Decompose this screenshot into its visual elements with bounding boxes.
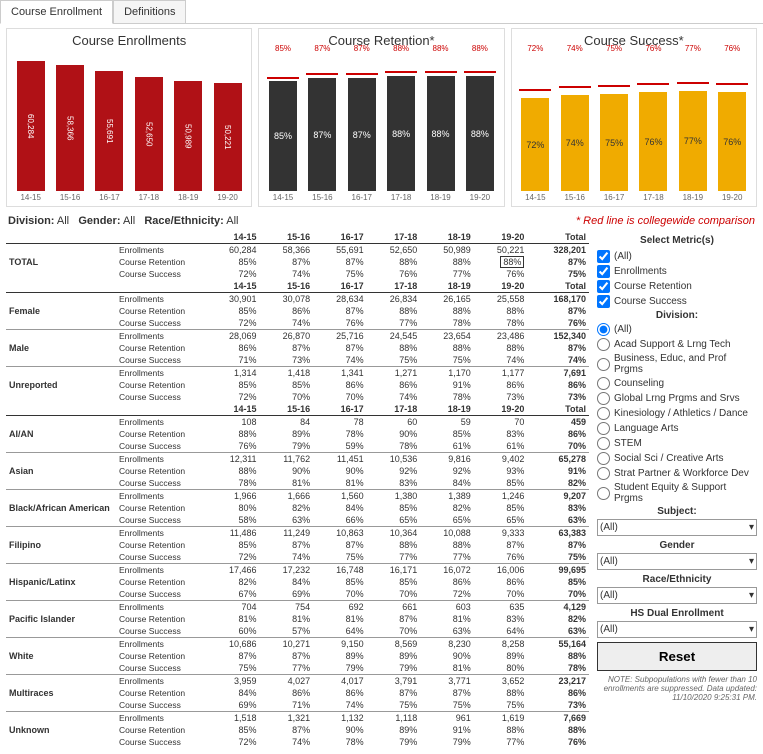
division-option-label: Acad Support & Lrng Tech — [614, 339, 731, 350]
metric-label: (All) — [614, 251, 632, 262]
race-value: All — [226, 215, 238, 227]
sidebar: Select Metric(s) (All) Enrollments Course … — [597, 231, 757, 748]
chart-retention: Course Retention* 85%85%14-1587%87%15-16… — [258, 28, 504, 207]
metric-checkbox[interactable] — [597, 295, 610, 308]
gender-value: All — [123, 215, 135, 227]
hs-dual-label: HS Dual Enrollment — [597, 608, 757, 619]
race-select[interactable]: (All)▾ — [597, 587, 757, 604]
race-label: Race/Ethnicity: — [144, 215, 223, 227]
redline-note: * Red line is collegewide comparison — [576, 215, 755, 227]
metric-checkbox[interactable] — [597, 280, 610, 293]
division-radio[interactable] — [597, 437, 610, 450]
division-option-label: Counseling — [614, 378, 664, 389]
division-option-label: Kinesiology / Athletics / Dance — [614, 408, 748, 419]
division-option-label: Business, Educ, and Prof Prgms — [614, 353, 757, 375]
division-radio[interactable] — [597, 452, 610, 465]
metrics-title: Select Metric(s) — [597, 235, 757, 246]
subject-label: Subject: — [597, 506, 757, 517]
data-table-area: 14-1515-1616-1717-1818-1919-20TotalEnrol… — [6, 231, 589, 748]
chart-success: Course Success* 72%72%14-1574%74%15-1675… — [511, 28, 757, 207]
metric-checkbox[interactable] — [597, 265, 610, 278]
division-option-label: Global Lrng Prgms and Srvs — [614, 393, 740, 404]
division-option-label: Student Equity & Support Prgms — [614, 482, 757, 504]
division-value: All — [57, 215, 69, 227]
gender-select[interactable]: (All)▾ — [597, 553, 757, 570]
division-option-label: Strat Partner & Workforce Dev — [614, 468, 749, 479]
tab-definitions[interactable]: Definitions — [113, 0, 186, 23]
chevron-down-icon: ▾ — [749, 624, 754, 635]
division-radio[interactable] — [597, 377, 610, 390]
charts-row: Course Enrollments 60,28414-1558,36615-1… — [0, 24, 763, 211]
metric-checkbox[interactable] — [597, 250, 610, 263]
division-option-label: Social Sci / Creative Arts — [614, 453, 723, 464]
division-label: Division: — [8, 215, 54, 227]
chart-enrollments: Course Enrollments 60,28414-1558,36615-1… — [6, 28, 252, 207]
gender-filter-label: Gender — [597, 540, 757, 551]
data-table: 14-1515-1616-1717-1818-1919-20TotalEnrol… — [6, 231, 589, 748]
filter-summary: Division: All Gender: All Race/Ethnicity… — [0, 211, 763, 231]
division-option-label: (All) — [614, 324, 632, 335]
division-radio[interactable] — [597, 358, 610, 371]
division-option-label: Language Arts — [614, 423, 679, 434]
chevron-down-icon: ▾ — [749, 522, 754, 533]
division-option-label: STEM — [614, 438, 642, 449]
chevron-down-icon: ▾ — [749, 556, 754, 567]
metric-label: Enrollments — [614, 266, 667, 277]
division-radio[interactable] — [597, 407, 610, 420]
hs-dual-select[interactable]: (All)▾ — [597, 621, 757, 638]
tab-course-enrollment[interactable]: Course Enrollment — [0, 0, 113, 24]
chevron-down-icon: ▾ — [749, 590, 754, 601]
reset-button[interactable]: Reset — [597, 642, 757, 671]
tabs: Course Enrollment Definitions — [0, 0, 763, 24]
division-radio[interactable] — [597, 338, 610, 351]
subject-select[interactable]: (All)▾ — [597, 519, 757, 536]
division-radio[interactable] — [597, 467, 610, 480]
chart-enrollments-title: Course Enrollments — [11, 33, 247, 48]
division-radio[interactable] — [597, 323, 610, 336]
division-radio[interactable] — [597, 487, 610, 500]
sidebar-note: NOTE: Subpopulations with fewer than 10 … — [597, 675, 757, 702]
metric-label: Course Success — [614, 296, 687, 307]
gender-label: Gender: — [78, 215, 120, 227]
metric-label: Course Retention — [614, 281, 692, 292]
division-radio[interactable] — [597, 392, 610, 405]
division-radio[interactable] — [597, 422, 610, 435]
race-filter-label: Race/Ethnicity — [597, 574, 757, 585]
division-filter-label: Division: — [597, 310, 757, 321]
